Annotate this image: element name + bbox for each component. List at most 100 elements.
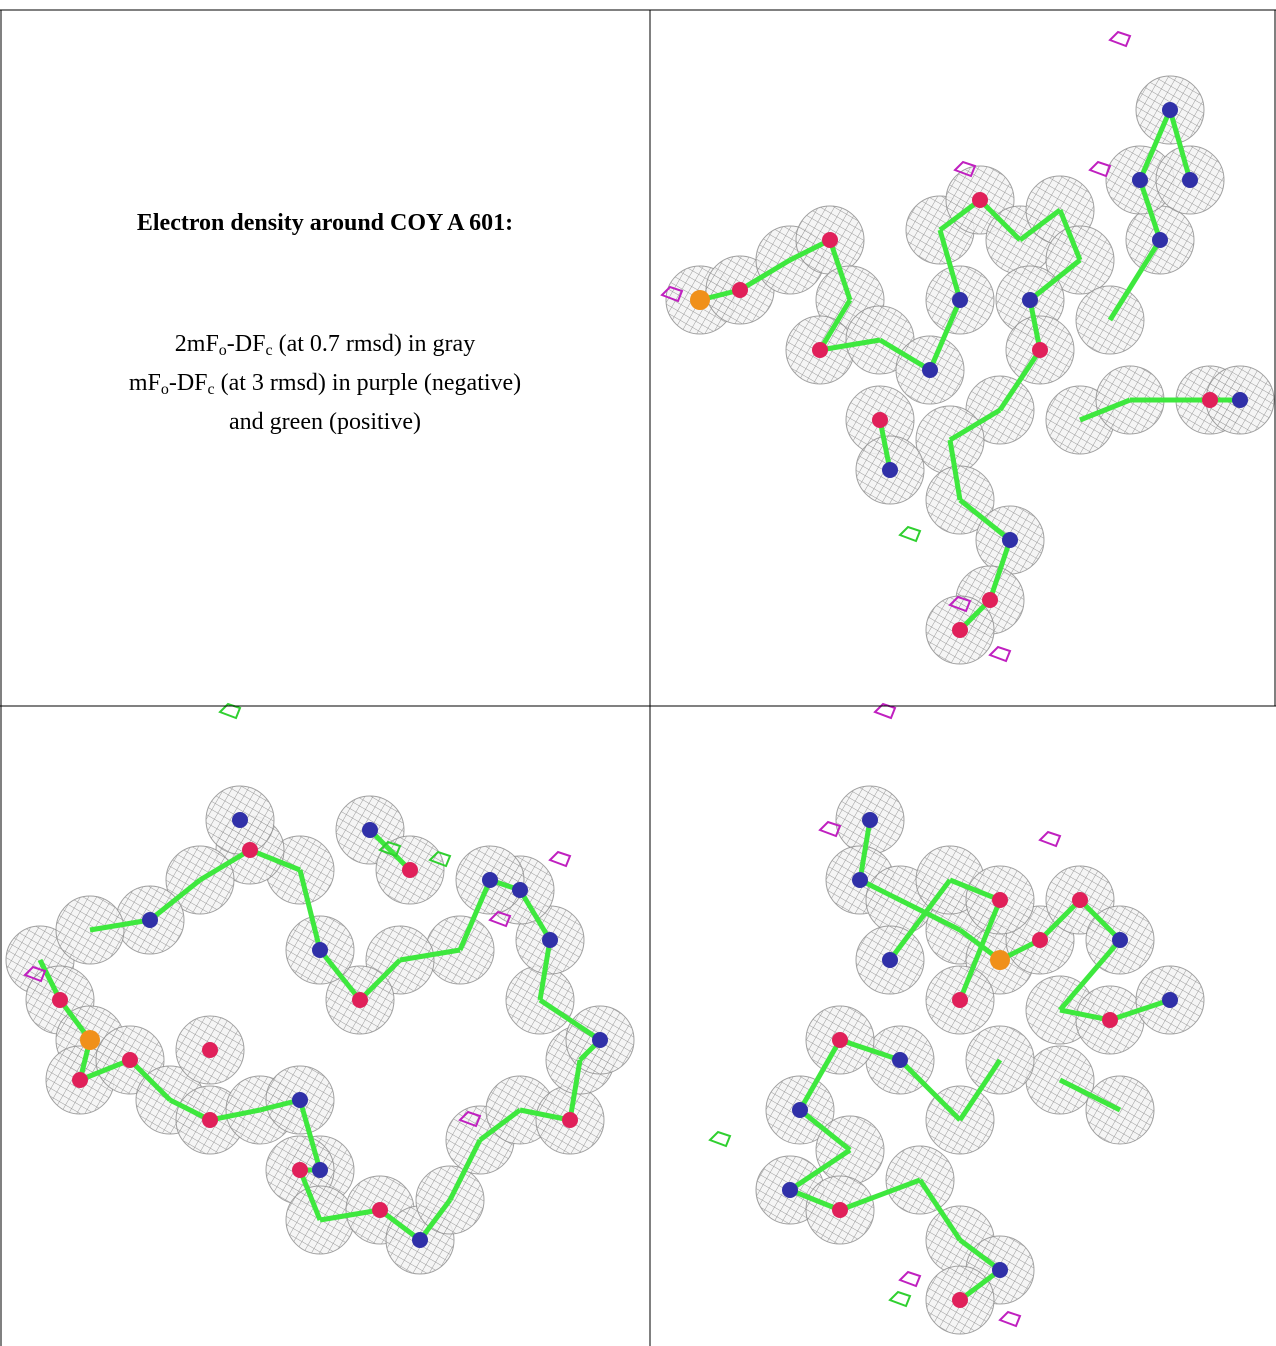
text: (at 0.7 rmsd) in gray	[272, 331, 476, 357]
subscript: c	[207, 381, 215, 398]
atom	[832, 1202, 848, 1218]
atom	[1032, 932, 1048, 948]
atom	[1152, 232, 1168, 248]
negative-density	[458, 1110, 482, 1128]
caption-line: and green (positive)	[0, 406, 650, 438]
bond	[738, 257, 792, 293]
atom	[292, 1162, 308, 1178]
caption-line: 2mFo-DFc (at 0.7 rmsd) in gray	[0, 328, 650, 367]
positive-density	[378, 840, 402, 858]
atom	[982, 592, 998, 608]
bond	[1078, 898, 1122, 942]
caption-line: mFo-DFc (at 3 rmsd) in purple (negative)	[0, 367, 650, 406]
atom	[862, 812, 878, 828]
bond	[938, 198, 982, 232]
atom	[372, 1202, 388, 1218]
subscript: o	[160, 381, 169, 398]
bond	[1058, 1077, 1122, 1113]
atom	[542, 932, 558, 948]
bond	[478, 1108, 522, 1142]
bond	[368, 828, 412, 872]
bond	[1137, 109, 1173, 181]
bond	[1137, 179, 1163, 241]
negative-density	[988, 645, 1012, 663]
bond	[937, 229, 963, 301]
atom	[882, 952, 898, 968]
bond	[447, 1138, 483, 1202]
bond	[1079, 397, 1131, 423]
atom	[1112, 932, 1128, 948]
atom	[952, 292, 968, 308]
negative-density	[1038, 830, 1062, 848]
atom	[892, 1052, 908, 1068]
bond	[1058, 938, 1122, 1012]
bond	[947, 439, 963, 501]
atom	[352, 992, 368, 1008]
bond	[857, 819, 873, 881]
bond	[537, 939, 553, 1001]
atom	[142, 912, 158, 928]
bond	[209, 1107, 261, 1123]
atom	[922, 362, 938, 378]
atom	[202, 1042, 218, 1058]
atom	[312, 942, 328, 958]
atom	[732, 282, 748, 298]
bond	[839, 1037, 901, 1063]
atom	[1002, 532, 1018, 548]
positive-density	[888, 1290, 912, 1308]
negative-density	[818, 820, 842, 838]
bond	[888, 878, 952, 962]
negative-density	[898, 1270, 922, 1288]
caption-title: Electron density around COY A 601:	[136, 210, 514, 236]
atom	[872, 412, 888, 428]
atom	[972, 192, 988, 208]
bond	[1018, 208, 1062, 242]
bond	[948, 407, 1002, 443]
bond	[789, 1187, 841, 1213]
bond	[798, 1108, 852, 1152]
negative-density	[953, 160, 977, 178]
atom	[1072, 892, 1088, 908]
atom	[822, 232, 838, 248]
atom	[1182, 172, 1198, 188]
atom	[80, 1030, 100, 1050]
atom	[1162, 102, 1178, 118]
bond	[79, 1057, 131, 1083]
bond	[827, 239, 853, 301]
bond	[877, 419, 893, 471]
negative-density	[1108, 30, 1132, 48]
atom	[312, 1162, 328, 1178]
bond	[198, 847, 252, 883]
atom	[1132, 172, 1148, 188]
atom	[562, 1112, 578, 1128]
atom	[482, 872, 498, 888]
bond	[1038, 898, 1082, 942]
bond	[517, 888, 553, 942]
positive-density	[428, 850, 452, 868]
atom	[1102, 1012, 1118, 1028]
bond	[148, 878, 202, 922]
bond	[418, 1198, 452, 1242]
text: -DF	[168, 370, 208, 396]
bond	[297, 869, 323, 951]
bond	[958, 1268, 1002, 1302]
bond	[839, 1177, 921, 1213]
atom	[1202, 392, 1218, 408]
negative-density	[488, 910, 512, 928]
bond	[519, 1107, 571, 1123]
atom	[690, 290, 710, 310]
atom	[1162, 992, 1178, 1008]
negative-density	[948, 595, 972, 613]
bond	[319, 1207, 381, 1223]
text: (at 3 rmsd) in purple (negative)	[214, 370, 522, 396]
caption-lines: 2mFo-DFc (at 0.7 rmsd) in gray mFo-DFc (a…	[0, 328, 650, 438]
bond	[797, 1038, 843, 1112]
atom	[992, 1262, 1008, 1278]
positive-density	[218, 702, 242, 720]
bond	[1057, 209, 1083, 261]
bond	[1028, 258, 1082, 302]
atom	[52, 992, 68, 1008]
bond	[978, 198, 1022, 242]
